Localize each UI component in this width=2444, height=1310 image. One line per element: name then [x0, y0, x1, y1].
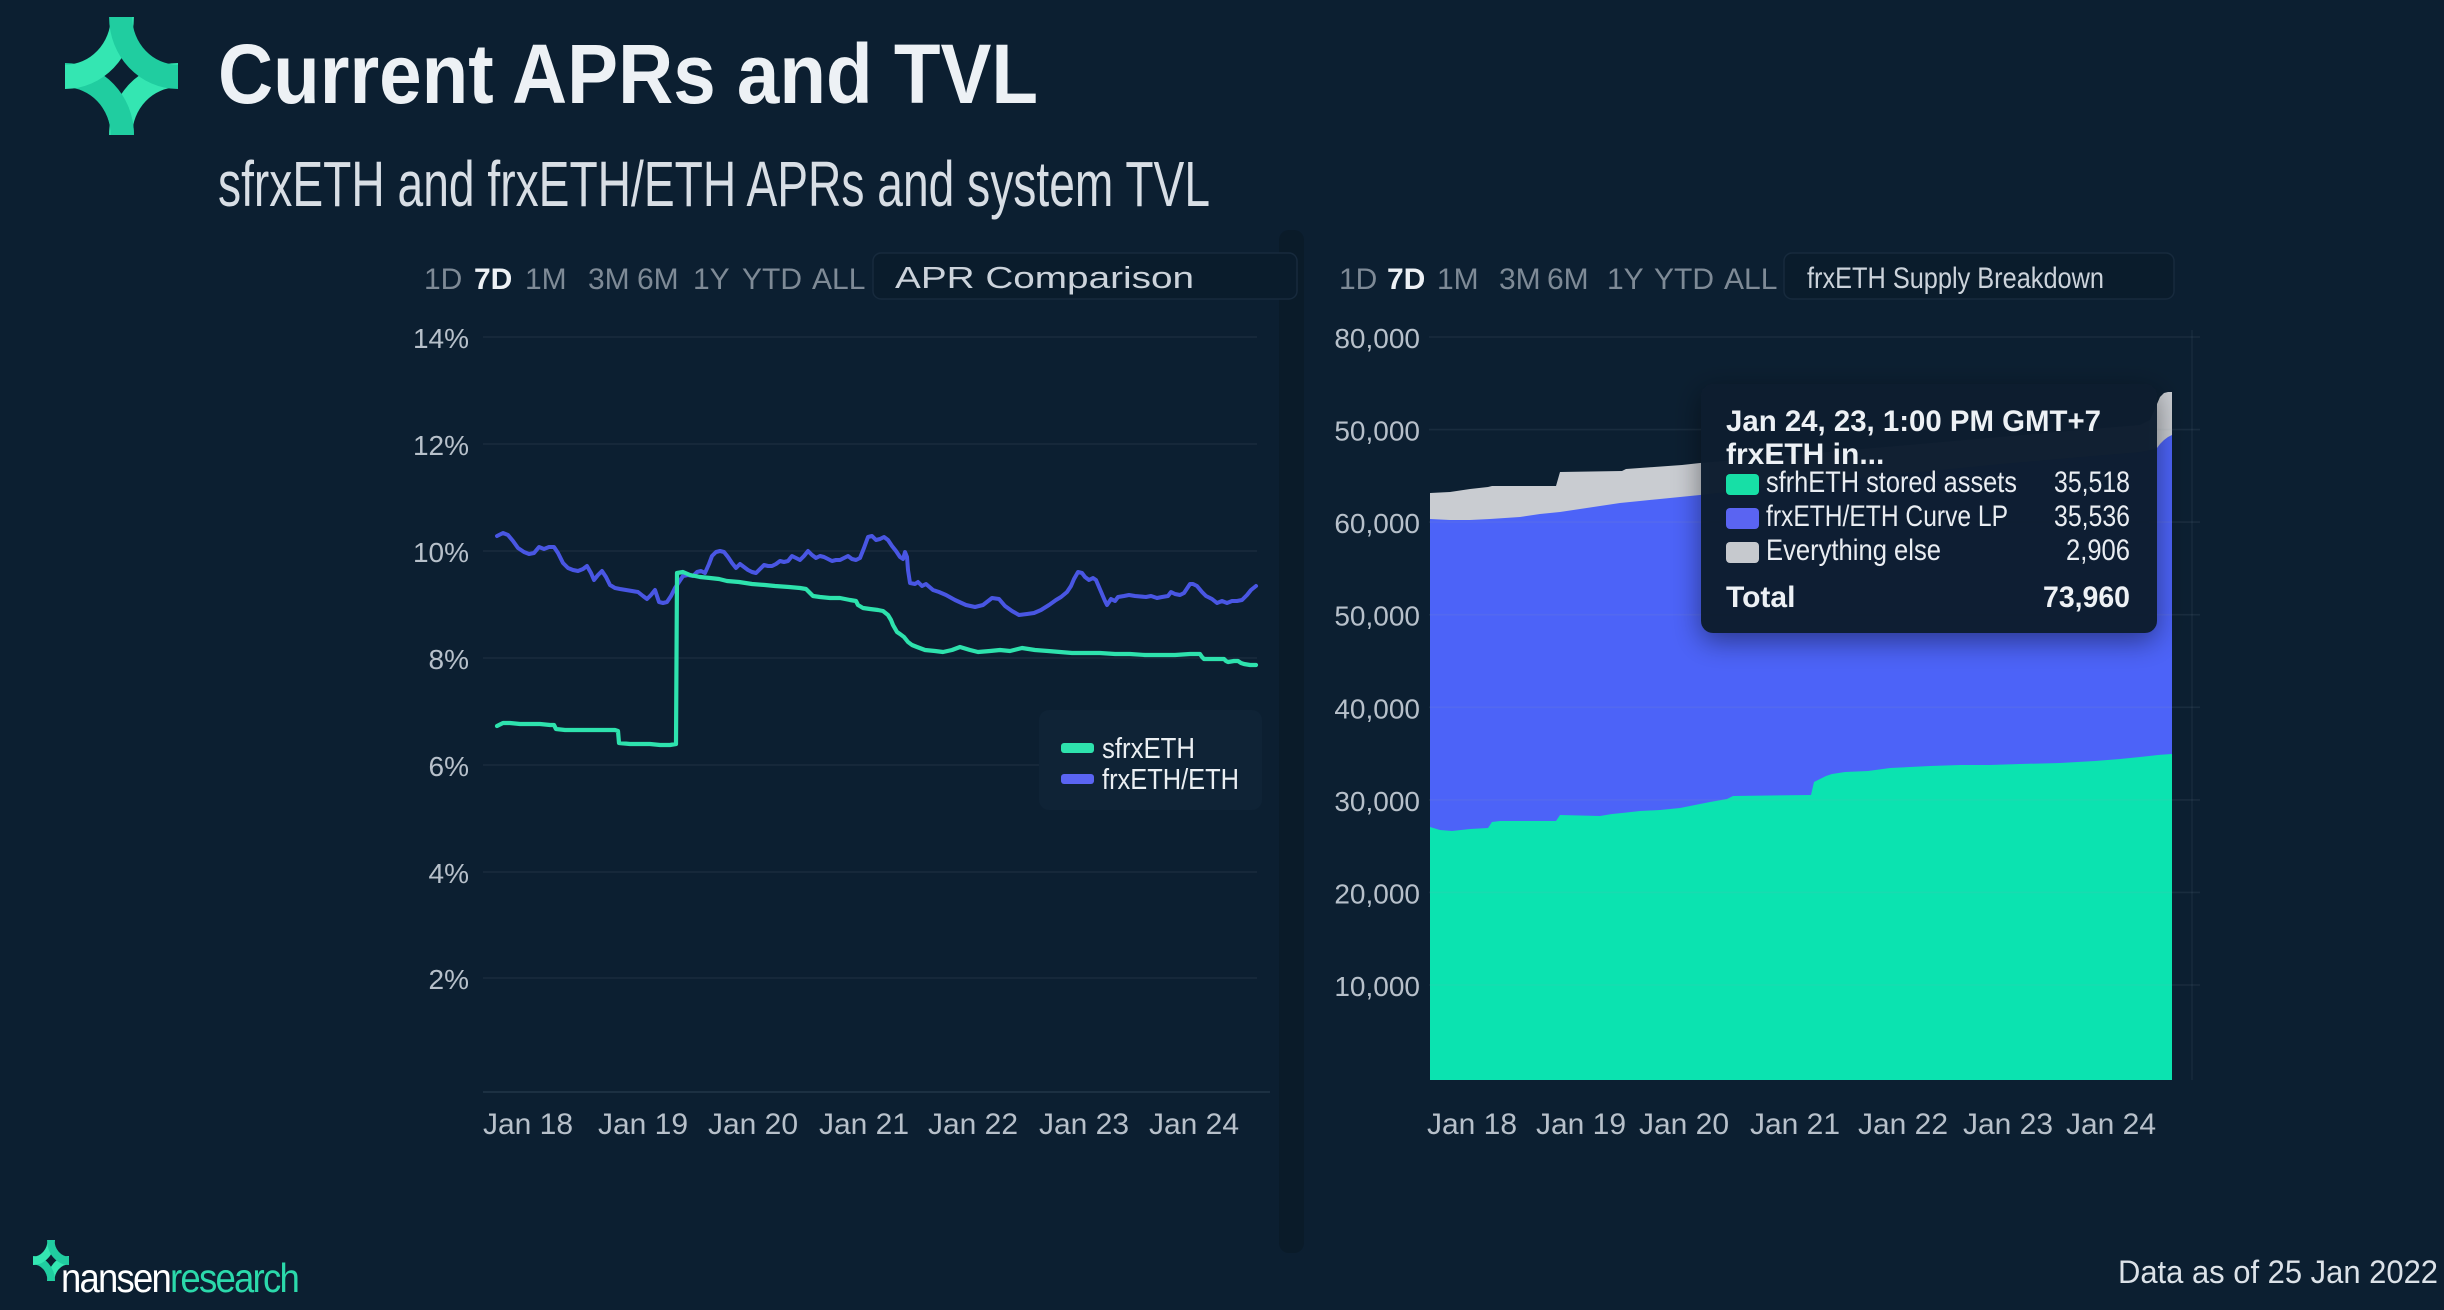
svg-text:Jan 19: Jan 19 — [1536, 1108, 1626, 1141]
svg-text:Jan 20: Jan 20 — [1639, 1108, 1729, 1141]
svg-text:73,960: 73,960 — [2043, 581, 2130, 614]
svg-text:sfrxETH and frxETH/ETH APRs an: sfrxETH and frxETH/ETH APRs and system T… — [218, 148, 1210, 220]
svg-text:20,000: 20,000 — [1334, 878, 1420, 909]
svg-text:YTD: YTD — [742, 263, 802, 296]
svg-text:10%: 10% — [413, 537, 469, 568]
svg-text:8%: 8% — [429, 644, 469, 675]
svg-text:ALL: ALL — [812, 263, 865, 296]
svg-text:Everything else: Everything else — [1766, 534, 1941, 567]
svg-text:Jan 23: Jan 23 — [1963, 1108, 2053, 1141]
svg-text:Jan 23: Jan 23 — [1039, 1108, 1129, 1141]
svg-text:Jan 22: Jan 22 — [928, 1108, 1018, 1141]
svg-text:Jan 24, 23, 1:00 PM GMT+7: Jan 24, 23, 1:00 PM GMT+7 — [1726, 405, 2101, 438]
svg-text:frxETH Supply Breakdown: frxETH Supply Breakdown — [1807, 262, 2104, 295]
svg-text:30,000: 30,000 — [1334, 786, 1420, 817]
svg-text:1D: 1D — [1339, 263, 1377, 296]
svg-text:frxETH in...: frxETH in... — [1726, 438, 1884, 471]
svg-text:Jan 24: Jan 24 — [1149, 1108, 1239, 1141]
svg-text:7D: 7D — [1387, 263, 1425, 296]
svg-text:7D: 7D — [474, 263, 512, 296]
svg-text:1M: 1M — [525, 263, 567, 296]
svg-text:nansenresearch: nansenresearch — [61, 1255, 298, 1301]
svg-text:60,000: 60,000 — [1334, 508, 1420, 539]
svg-text:12%: 12% — [413, 430, 469, 461]
svg-text:35,518: 35,518 — [2054, 466, 2130, 499]
svg-text:10,000: 10,000 — [1334, 971, 1420, 1002]
svg-text:4%: 4% — [429, 858, 469, 889]
svg-text:50,000: 50,000 — [1334, 601, 1420, 632]
svg-text:40,000: 40,000 — [1334, 693, 1420, 724]
svg-text:Jan 24: Jan 24 — [2066, 1108, 2156, 1141]
svg-text:Jan 19: Jan 19 — [598, 1108, 688, 1141]
svg-text:1Y: 1Y — [1607, 263, 1644, 296]
svg-text:Total: Total — [1726, 581, 1795, 614]
svg-text:2%: 2% — [429, 964, 469, 995]
svg-text:Jan 18: Jan 18 — [483, 1108, 573, 1141]
svg-text:frxETH/ETH: frxETH/ETH — [1102, 764, 1239, 796]
svg-text:6M: 6M — [1547, 263, 1589, 296]
svg-text:Jan 21: Jan 21 — [819, 1108, 909, 1141]
svg-text:14%: 14% — [413, 323, 469, 354]
svg-text:sfrxETH: sfrxETH — [1102, 733, 1195, 765]
svg-text:35,536: 35,536 — [2054, 500, 2130, 533]
svg-text:2,906: 2,906 — [2066, 534, 2130, 567]
svg-text:1D: 1D — [424, 263, 462, 296]
svg-text:Data as of 25 Jan 2022: Data as of 25 Jan 2022 — [2118, 1254, 2438, 1290]
svg-text:Jan 20: Jan 20 — [708, 1108, 798, 1141]
svg-text:6M: 6M — [637, 263, 679, 296]
svg-text:1Y: 1Y — [693, 263, 730, 296]
svg-text:Current APRs and TVL: Current APRs and TVL — [218, 27, 1038, 121]
svg-text:Jan 21: Jan 21 — [1750, 1108, 1840, 1141]
svg-text:3M: 3M — [1499, 263, 1541, 296]
svg-text:frxETH/ETH Curve LP: frxETH/ETH Curve LP — [1766, 500, 2008, 533]
svg-text:Jan 22: Jan 22 — [1858, 1108, 1948, 1141]
svg-text:80,000: 80,000 — [1334, 323, 1420, 354]
svg-text:Jan 18: Jan 18 — [1427, 1108, 1517, 1141]
svg-text:ALL: ALL — [1724, 263, 1777, 296]
svg-text:3M: 3M — [588, 263, 630, 296]
svg-text:50,000: 50,000 — [1334, 416, 1420, 447]
svg-text:APR Comparison: APR Comparison — [895, 260, 1194, 295]
svg-text:sfrhETH stored assets: sfrhETH stored assets — [1766, 466, 2017, 499]
svg-text:YTD: YTD — [1654, 263, 1714, 296]
svg-text:6%: 6% — [429, 751, 469, 782]
svg-text:1M: 1M — [1437, 263, 1479, 296]
